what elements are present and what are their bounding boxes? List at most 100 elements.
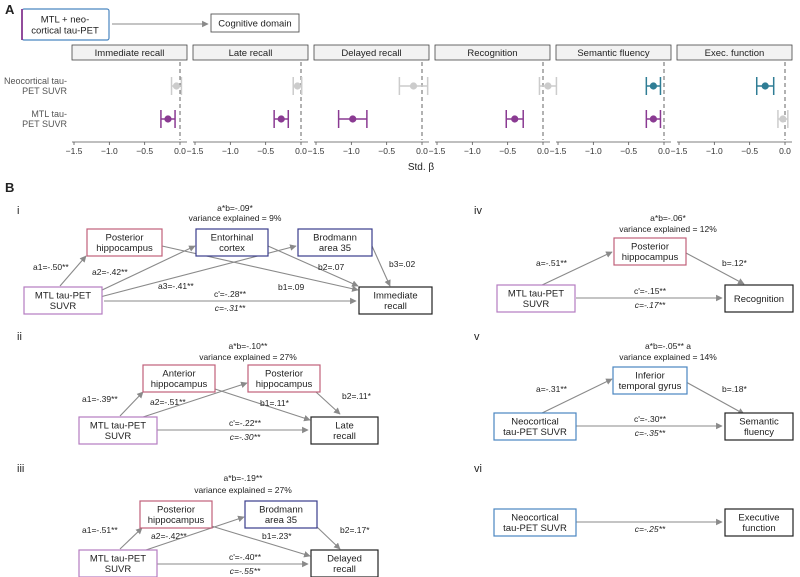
i-header-2: variance explained = 9%: [189, 213, 282, 223]
iv-predictor-label-line: MTL tau-PET: [508, 289, 564, 300]
v-header-1: a*b=-.05** a: [645, 341, 691, 351]
i-outcome-box: [358, 286, 433, 315]
vi-outcome-label-line: function: [742, 523, 775, 534]
legend-target-frame: [210, 13, 300, 33]
iv-mediator-label-line: Posterior: [631, 242, 669, 253]
row-label-0: Neocortical tau-PET SUVR: [4, 76, 68, 96]
strip-label: Recognition: [467, 48, 517, 59]
iii-header-2: variance explained = 27%: [194, 485, 292, 495]
vi-predictor-label-line: Neocortical: [511, 513, 559, 524]
iv-outcome-label-line: Recognition: [734, 294, 784, 305]
x-tick-label: −0.5: [499, 146, 516, 156]
legend-target-label: Cognitive domain: [218, 19, 291, 30]
ii-header-1: a*b=-.10**: [229, 341, 269, 351]
strip-label: Delayed recall: [341, 48, 401, 59]
iv-outcome-box: [724, 284, 794, 313]
strip-label: Semantic fluency: [577, 48, 650, 59]
numeral-vi: vi: [474, 463, 482, 475]
iv-mediator-label-line: hippocampus: [622, 252, 679, 263]
i-path-a1: a1=-.50**: [33, 262, 69, 272]
i-mediator-3-box: [297, 228, 373, 257]
v-outcome-label-line: fluency: [744, 427, 774, 438]
row-label-line: PET SUVR: [22, 119, 67, 129]
x-tick-label: 0.0: [295, 146, 307, 156]
row-label-line: MTL tau-: [31, 109, 67, 119]
v-header-2: variance explained = 14%: [619, 352, 717, 362]
legend-box-label-line: cortical tau-PET: [31, 25, 99, 36]
v-arrow-a: [539, 378, 613, 415]
legend-box-label-line: MTL + neo-: [41, 14, 90, 25]
mediation-v: v a*b=-.05** a variance explained = 14% …: [474, 331, 794, 441]
iii-arrow-b2: [316, 526, 341, 550]
x-tick-label: −1.0: [585, 146, 602, 156]
legend-box-label: MTL + neo-cortical tau-PET: [31, 14, 99, 36]
ii-mediator-1-label-line: hippocampus: [151, 379, 208, 390]
iii-path-cprime: c'=-.40**: [229, 552, 262, 562]
iv-path-b: b=.12*: [722, 258, 748, 268]
x-tick-label: −1.5: [66, 146, 83, 156]
neo-estimate-point: [172, 82, 181, 90]
iii-header-1: a*b=-.19**: [224, 473, 264, 483]
ii-outcome-box: [310, 416, 379, 445]
forest-panel-4: Semantic fluency −1.5 −1.0 −0.5 0.0: [550, 44, 672, 156]
iii-path-b2: b2=.17*: [340, 525, 370, 535]
forest-panel-3: Recognition −1.5 −1.0 −0.5 0.0: [429, 44, 558, 156]
i-mediator-3-label-line: Brodmann: [313, 233, 357, 244]
ii-path-a2: a2=-.51**: [150, 397, 186, 407]
i-arrow-a1: [59, 255, 87, 287]
ii-path-cprime: c'=-.22**: [229, 418, 262, 428]
i-mediator-2-label-line: cortex: [219, 243, 245, 254]
neo-estimate-point: [649, 82, 658, 90]
ii-path-b1: b1=.11*: [260, 398, 290, 408]
neo-estimate-point: [544, 82, 552, 90]
i-mediator-3-label-line: area 35: [319, 243, 351, 254]
forest-panel-5: Exec. function −1.5 −1.0 −0.5 0.0: [671, 44, 793, 156]
x-tick-label: 0.0: [174, 146, 186, 156]
neo-estimate-point: [409, 82, 418, 90]
v-mediator-label-line: temporal gyrus: [619, 381, 682, 392]
forest-panel-2: Delayed recall −1.5 −1.0 −0.5 0.0: [308, 44, 430, 156]
panel-b-letter: B: [5, 180, 14, 195]
mtl-estimate-point: [349, 115, 357, 123]
iii-arrow-a1: [119, 527, 143, 550]
forest-panel-0: Immediate recall −1.5 −1.0 −0.5 0.0: [66, 44, 188, 156]
vi-predictor-box: [493, 508, 577, 537]
i-outcome-label-line: Immediate: [373, 291, 417, 302]
iv-mediator-box: [613, 237, 687, 266]
mediation-i: i a*b=-.09* variance explained = 9% a1=-…: [17, 203, 433, 315]
i-path-b1: b1=.09: [278, 282, 305, 292]
ii-path-a1: a1=-.39**: [82, 394, 118, 404]
iv-predictor-box: [496, 284, 576, 313]
ii-predictor-label-line: MTL tau-PET: [90, 421, 146, 432]
row-label-1: MTL tau-PET SUVR: [22, 109, 67, 129]
ii-predictor-label-line: SUVR: [105, 431, 132, 442]
i-path-b2: b2=.07: [318, 262, 345, 272]
i-path-a3: a3=-.41**: [158, 281, 194, 291]
iv-header-1: a*b=-.06*: [650, 213, 686, 223]
strip-label: Late recall: [229, 48, 273, 59]
strip: [71, 44, 188, 61]
ii-predictor-box: [78, 416, 158, 445]
iv-path-cprime: c'=-.15**: [634, 286, 667, 296]
numeral-i: i: [17, 205, 19, 217]
vi-outcome-label-line: Executive: [738, 513, 779, 524]
i-arrow-a2: [99, 245, 196, 292]
strip: [555, 44, 672, 61]
ii-path-b2: b2=.11*: [342, 391, 372, 401]
vi-predictor-label-line: tau-PET SUVR: [503, 523, 567, 534]
iii-mediator-1-box: [139, 500, 213, 529]
numeral-ii: ii: [17, 331, 22, 343]
i-path-b3: b3=.02: [389, 259, 416, 269]
ii-arrow-a1: [119, 391, 144, 417]
iii-path-a2: a2=-.42**: [151, 531, 187, 541]
iii-path-a1: a1=-.51**: [82, 525, 118, 535]
